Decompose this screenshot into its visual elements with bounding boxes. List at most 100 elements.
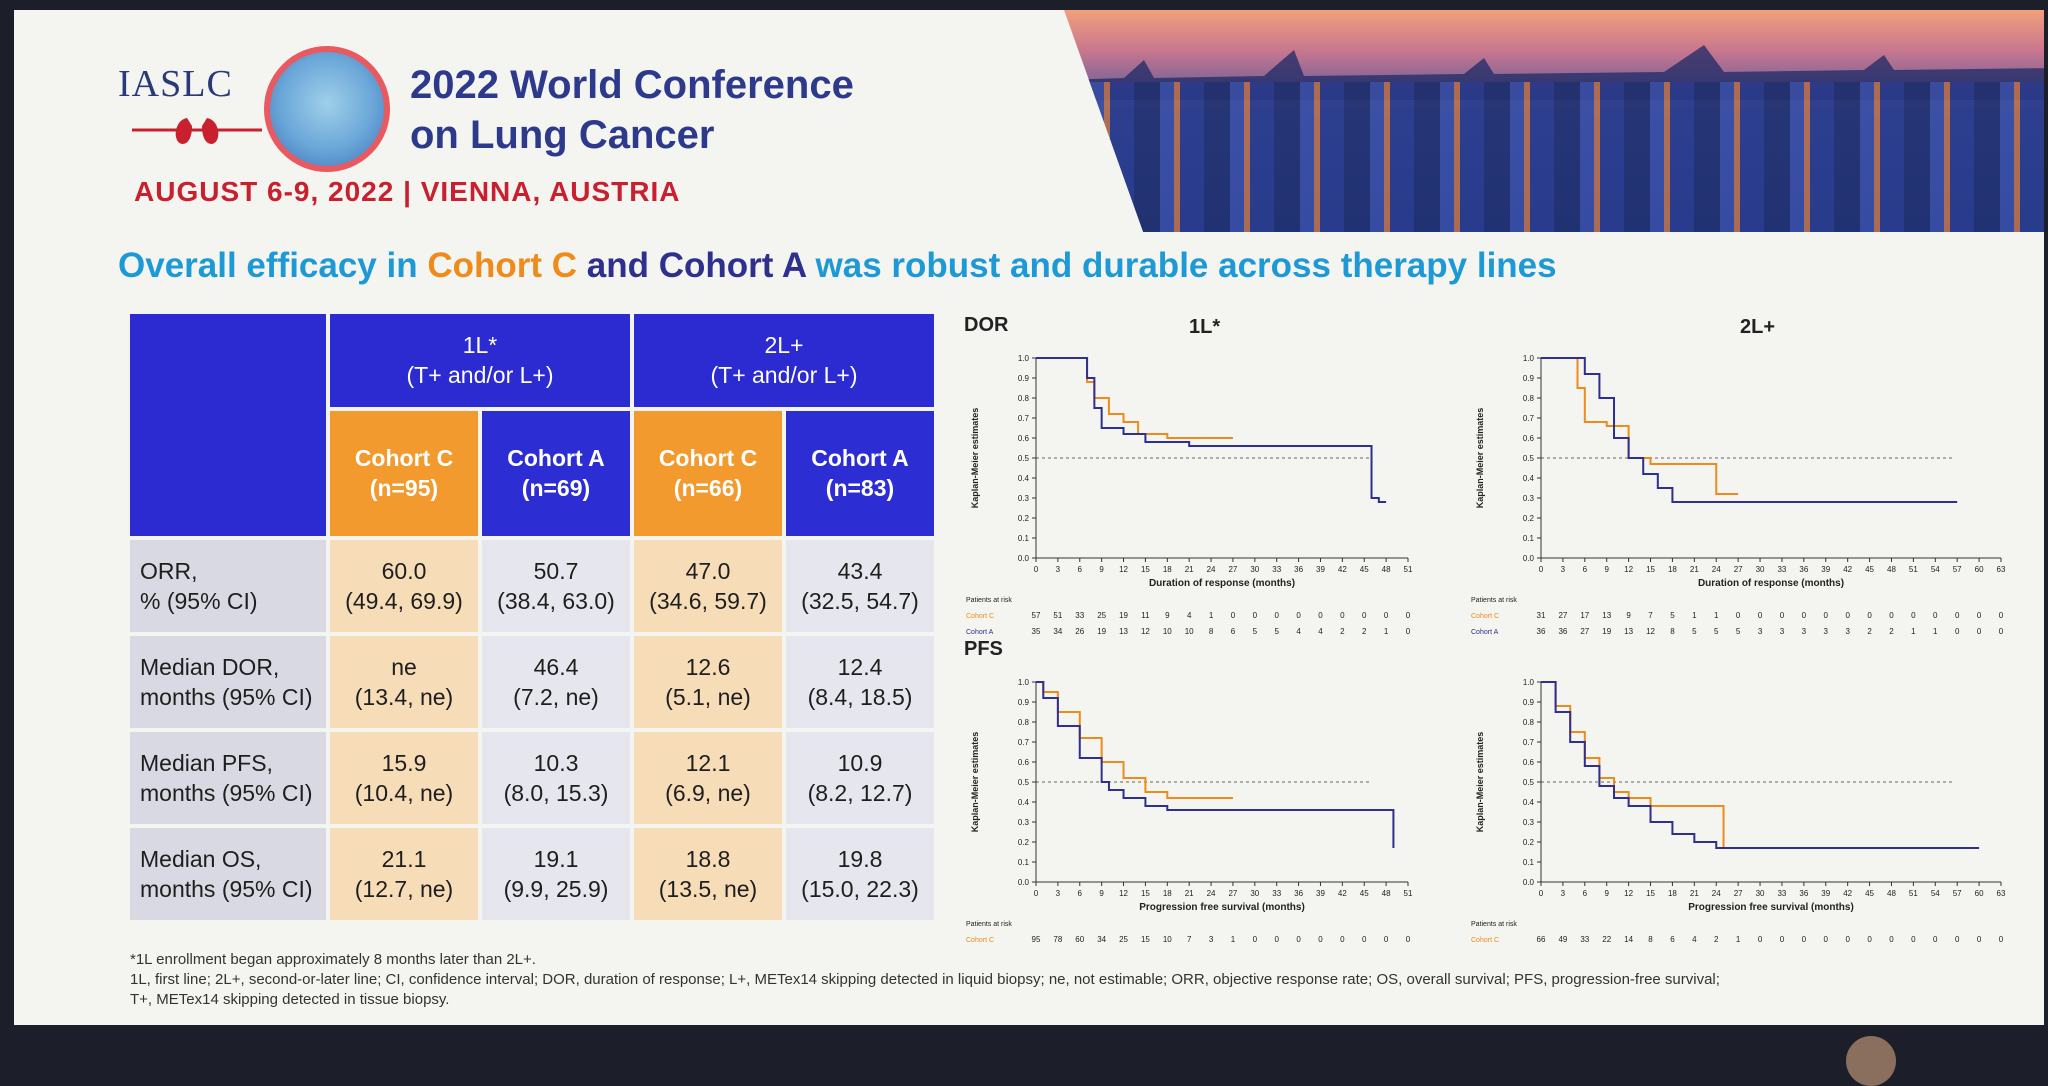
risk-count: 0 <box>1999 935 2004 944</box>
risk-count: 0 <box>1253 935 1258 944</box>
footnote-line1: *1L enrollment began approximately 8 mon… <box>130 951 536 968</box>
x-tick-label: 57 <box>1953 889 1962 898</box>
km-curve-cohort-c <box>1036 357 1233 439</box>
y-tick-label: 0.8 <box>1523 718 1535 727</box>
x-tick-label: 6 <box>1583 889 1588 898</box>
pfs-row-label: PFS <box>964 638 1003 660</box>
x-axis-title: Duration of response (months) <box>1149 578 1295 589</box>
risk-count: 60 <box>1075 935 1084 944</box>
x-tick-label: 36 <box>1294 565 1303 574</box>
risk-count: 33 <box>1075 611 1084 620</box>
risk-row-label: Cohort A <box>966 629 994 636</box>
risk-count: 25 <box>1119 935 1128 944</box>
x-tick-label: 0 <box>1034 889 1039 898</box>
risk-count: 0 <box>1911 611 1916 620</box>
table-cell: 47.0 (34.6, 59.7) <box>634 540 782 632</box>
risk-table-title: Patients at risk <box>966 597 1012 604</box>
conference-date-place: AUGUST 6-9, 2022 | VIENNA, AUSTRIA <box>134 176 681 207</box>
risk-count: 2 <box>1889 627 1894 636</box>
y-tick-label: 0.0 <box>1018 554 1030 563</box>
table-cell: 10.3 (8.0, 15.3) <box>482 732 630 824</box>
risk-count: 5 <box>1670 611 1675 620</box>
risk-row-label: Cohort C <box>1471 937 1499 944</box>
x-tick-label: 0 <box>1539 565 1544 574</box>
efficacy-table: 1L* (T+ and/or L+) 2L+ (T+ and/or L+) Coho… <box>126 310 938 924</box>
risk-row-label: Cohort C <box>1471 613 1499 620</box>
risk-table-title: Patients at risk <box>1471 921 1517 928</box>
risk-count: 3 <box>1802 627 1807 636</box>
risk-count: 0 <box>1736 611 1741 620</box>
risk-row-label: Cohort C <box>966 937 994 944</box>
y-tick-label: 0.7 <box>1523 738 1535 747</box>
x-tick-label: 33 <box>1272 565 1281 574</box>
risk-count: 95 <box>1032 935 1041 944</box>
table-row: ORR,% (95% CI) 60.0 (49.4, 69.9) 50.7 (38.… <box>130 540 934 632</box>
km-chart-dor-2l: 0.00.10.20.30.40.50.60.70.80.91.00 3 6 9 12 1… <box>1471 354 2006 636</box>
y-tick-label: 0.1 <box>1018 534 1030 543</box>
x-tick-label: 36 <box>1294 889 1303 898</box>
table-cell: 19.8 (15.0, 22.3) <box>786 828 934 920</box>
risk-count: 49 <box>1558 935 1567 944</box>
col-label-2l: 2L+ <box>1740 316 1776 338</box>
table-cell: ne (13.4, ne) <box>330 636 478 728</box>
x-tick-label: 24 <box>1712 889 1721 898</box>
km-curve-cohort-a <box>1036 681 1395 848</box>
risk-count: 0 <box>1362 935 1367 944</box>
risk-table-title: Patients at risk <box>966 921 1012 928</box>
y-tick-label: 0.6 <box>1018 434 1030 443</box>
x-tick-label: 42 <box>1338 889 1347 898</box>
y-tick-label: 0.5 <box>1523 454 1535 463</box>
y-tick-label: 0.7 <box>1018 414 1030 423</box>
x-tick-label: 48 <box>1382 565 1391 574</box>
risk-count: 31 <box>1537 611 1546 620</box>
x-tick-label: 39 <box>1316 565 1325 574</box>
x-axis-title: Progression free survival (months) <box>1139 902 1305 913</box>
x-tick-label: 18 <box>1163 565 1172 574</box>
x-tick-label: 36 <box>1799 565 1808 574</box>
risk-row-label: Cohort A <box>1471 629 1499 636</box>
risk-count: 1 <box>1692 611 1697 620</box>
y-axis-title: Kaplan-Meier estimates <box>1475 408 1485 509</box>
risk-count: 0 <box>1845 611 1850 620</box>
headline-cohort-a: Cohort A <box>658 246 806 285</box>
risk-count: 1 <box>1384 627 1389 636</box>
y-tick-label: 0.2 <box>1018 514 1030 523</box>
cohort-header: Cohort A (n=83) <box>786 410 934 536</box>
risk-count: 0 <box>1296 935 1301 944</box>
y-tick-label: 0.8 <box>1018 718 1030 727</box>
y-tick-label: 0.4 <box>1018 474 1030 483</box>
risk-count: 8 <box>1209 627 1214 636</box>
x-tick-label: 15 <box>1141 889 1150 898</box>
x-tick-label: 54 <box>1931 565 1940 574</box>
rooftops <box>1064 82 2044 232</box>
cohort-header: Cohort C (n=66) <box>634 410 782 536</box>
risk-count: 0 <box>1296 611 1301 620</box>
y-tick-label: 0.3 <box>1523 818 1535 827</box>
risk-count: 0 <box>1999 627 2004 636</box>
risk-count: 0 <box>1977 627 1982 636</box>
risk-count: 9 <box>1626 611 1631 620</box>
risk-count: 0 <box>1231 611 1236 620</box>
conference-title: 2022 World Conference on Lung Cancer <box>410 60 854 160</box>
risk-count: 5 <box>1253 627 1258 636</box>
x-tick-label: 60 <box>1975 565 1984 574</box>
risk-count: 0 <box>1318 935 1323 944</box>
risk-count: 0 <box>1867 611 1872 620</box>
row-label: Median PFS, months (95% CI) <box>130 732 326 824</box>
x-tick-label: 33 <box>1777 565 1786 574</box>
headline-cohort-c: Cohort C <box>427 246 578 285</box>
table-cell: 12.4 (8.4, 18.5) <box>786 636 934 728</box>
risk-count: 19 <box>1097 627 1106 636</box>
risk-count: 0 <box>1824 611 1829 620</box>
table-cell: 12.6 (5.1, ne) <box>634 636 782 728</box>
risk-count: 25 <box>1097 611 1106 620</box>
x-tick-label: 9 <box>1604 889 1609 898</box>
y-tick-label: 1.0 <box>1523 678 1535 687</box>
risk-count: 0 <box>1845 935 1850 944</box>
risk-count: 0 <box>1802 935 1807 944</box>
x-tick-label: 24 <box>1712 565 1721 574</box>
risk-count: 66 <box>1537 935 1546 944</box>
x-tick-label: 24 <box>1207 565 1216 574</box>
x-tick-label: 45 <box>1865 565 1874 574</box>
km-curve-cohort-c <box>1541 681 1725 848</box>
